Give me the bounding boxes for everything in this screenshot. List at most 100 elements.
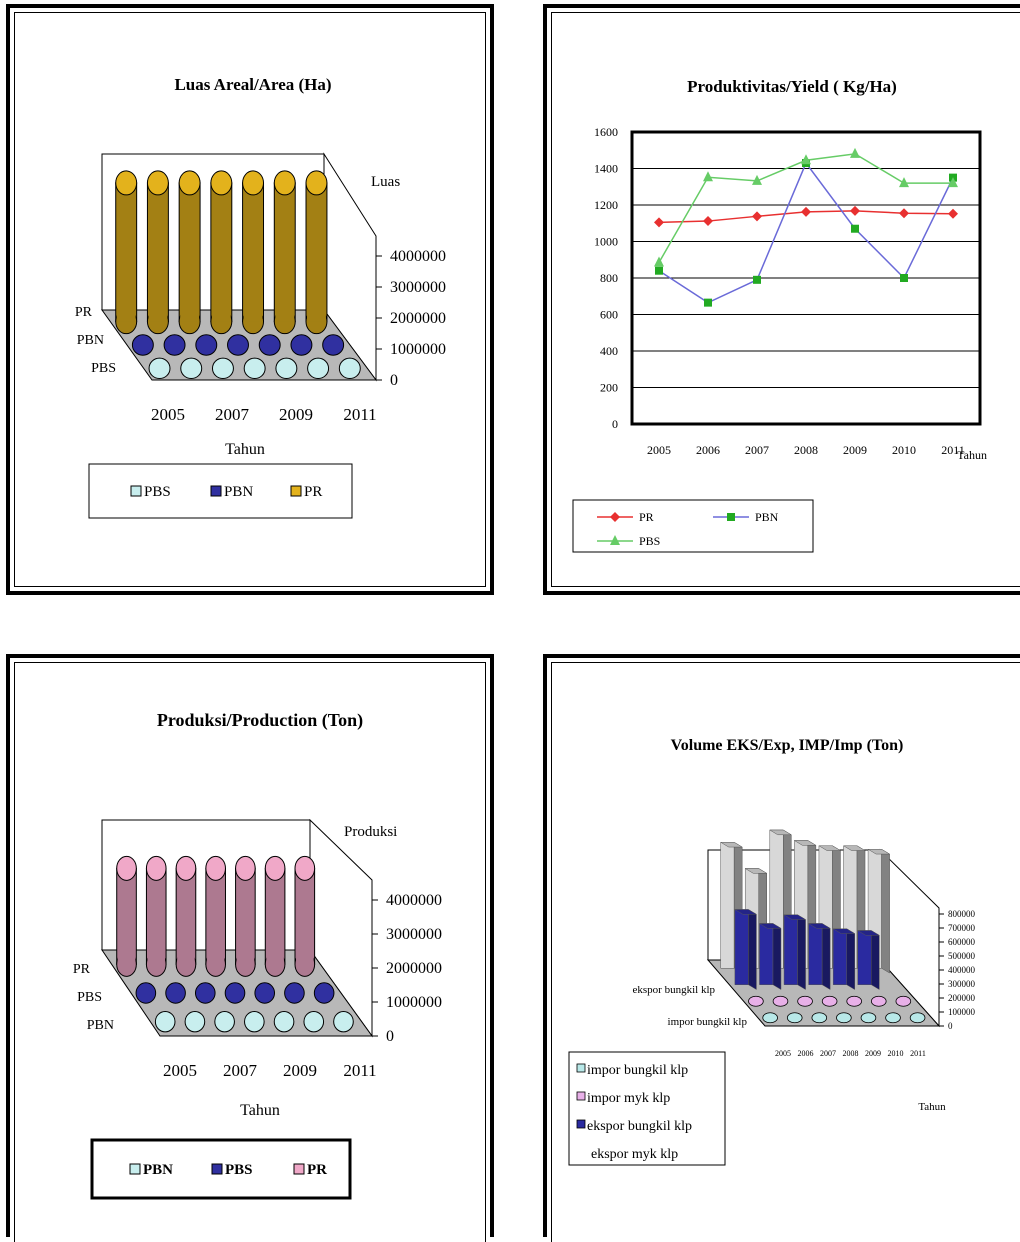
legend-label-ekspor bungkil klp: ekspor bungkil klp — [587, 1119, 692, 1134]
bar-top — [867, 849, 891, 855]
chart-panel-volume: Volume EKS/Exp, IMP/Imp (Ton) 800000 70000… — [543, 654, 1020, 1242]
chart-title: Volume EKS/Exp, IMP/Imp (Ton) — [671, 737, 904, 754]
bar-top — [793, 840, 817, 846]
x-tick-label: 2005 — [163, 1061, 197, 1080]
legend-label-PBS: PBS — [639, 534, 660, 548]
bar-top — [744, 868, 768, 874]
bar-PBN-2006 — [163, 334, 186, 356]
legend-label-ekspor myk klp: ekspor myk klp — [591, 1147, 678, 1162]
bar-top — [807, 923, 832, 929]
x-tick-label: 2007 — [820, 1049, 836, 1058]
y-tick-label: 1000000 — [390, 341, 446, 358]
bar-impor bungkil klp-2010 — [885, 1012, 901, 1024]
depth-label: PBN — [77, 333, 104, 348]
x-tick-label: 2005 — [647, 443, 671, 457]
x-tick-label: 2009 — [279, 405, 313, 424]
y-tick-label: 3000000 — [390, 279, 446, 296]
y-tick-label: 400 — [600, 344, 618, 358]
chart-title: Produksi/Production (Ton) — [157, 710, 363, 731]
volume-chart: Volume EKS/Exp, IMP/Imp (Ton) 800000 70000… — [568, 737, 976, 1166]
y-tick-label: 300000 — [948, 979, 976, 989]
legend-label-PR: PR — [639, 510, 654, 524]
y-tick-label: 800000 — [948, 909, 976, 919]
bar-top-PR-2009 — [242, 170, 265, 196]
bar-PBS-2011 — [313, 982, 335, 1004]
x-tick-label: 2011 — [343, 1061, 376, 1080]
x-tick-label: 2005 — [775, 1049, 791, 1058]
legend-label-PBN: PBN — [755, 510, 779, 524]
bar-top — [719, 842, 744, 848]
y-tick-label: 800 — [600, 271, 618, 285]
y-tick-label: 600 — [600, 308, 618, 322]
chart-title: Produktivitas/Yield ( Kg/Ha) — [687, 77, 897, 96]
bar-impor bungkil klp-2011 — [909, 1012, 926, 1024]
bar-ekspor bungkil klp-2009 — [832, 928, 847, 985]
bar-PBS-2011 — [338, 357, 361, 380]
bar-PBN-2011 — [322, 334, 345, 356]
bar-PBS-2009 — [275, 357, 298, 380]
bar-top — [783, 914, 807, 920]
bar-top-PR-2006 — [146, 170, 169, 196]
x-tick-label: 2011 — [910, 1049, 926, 1058]
bar-fill — [266, 868, 284, 965]
bar-impor myk klp-2006 — [772, 995, 789, 1007]
y-tick-label: 700000 — [948, 923, 976, 933]
bar-top — [856, 930, 881, 936]
bar-side — [797, 914, 806, 990]
bar-fill — [236, 868, 255, 965]
bar-impor bungkil klp-2005 — [762, 1012, 778, 1024]
bar-top-PR-2009 — [235, 855, 256, 881]
yield-chart: Produktivitas/Yield ( Kg/Ha) 0 200 400 600 80… — [572, 77, 987, 553]
bar-top-PR-2011 — [294, 855, 316, 881]
x-tick-label: 2010 — [892, 443, 916, 457]
bar-side — [846, 928, 855, 990]
legend-swatch-PR — [290, 485, 302, 497]
legend-label-impor bungkil klp: impor bungkil klp — [587, 1063, 688, 1078]
bar-fill — [147, 868, 166, 965]
bar-fill — [206, 868, 225, 965]
bar-fill — [148, 182, 168, 322]
point-PBN-2010 — [900, 274, 908, 282]
bar-PBN-2009 — [258, 334, 281, 356]
chart-title: Luas Areal/Area (Ha) — [174, 75, 331, 94]
legend-swatch-impor bungkil klp — [576, 1063, 586, 1073]
bar-PBS-2009 — [254, 982, 276, 1004]
legend-swatch-ekspor bungkil klp — [576, 1119, 586, 1129]
bar-PBS-2006 — [165, 982, 186, 1004]
point-PBS-2005 — [654, 256, 664, 267]
bar-PBN-2009 — [273, 1010, 295, 1033]
y-tick-label: 500000 — [948, 951, 976, 961]
x-tick-label: 2009 — [843, 443, 867, 457]
bar-PBN-2005 — [131, 334, 154, 356]
point-PBS-2008 — [801, 154, 811, 165]
legend-marker-PBN — [727, 513, 735, 521]
y-tick-label: 1000000 — [386, 994, 442, 1011]
legend-label-impor myk klp: impor myk klp — [587, 1091, 670, 1106]
bar-PBN-2007 — [214, 1010, 235, 1033]
bar-impor myk klp-2007 — [797, 995, 813, 1007]
depth-label: PR — [73, 962, 91, 977]
y-tick-label: 1200 — [594, 198, 618, 212]
legend-label-PBS: PBS — [225, 1162, 253, 1178]
y-tick-label: 200 — [600, 381, 618, 395]
x-axis-title: Tahun — [240, 1102, 280, 1119]
legend-label-PR: PR — [307, 1162, 327, 1178]
point-PR-2011 — [948, 208, 958, 219]
legend-box — [572, 499, 814, 553]
x-tick-label: 2011 — [343, 405, 376, 424]
bar-PBN-2010 — [290, 334, 313, 356]
area-chart: Luas Areal/Area (Ha) 4000000 3000000 200000… — [75, 75, 446, 519]
bar-impor myk klp-2011 — [895, 995, 912, 1007]
depth-label: PBS — [91, 361, 116, 376]
x-tick-label: 2005 — [151, 405, 185, 424]
bar-PBS-2006 — [180, 357, 203, 380]
point-PBS-2010 — [899, 177, 909, 188]
bar-fill — [180, 182, 200, 322]
y-tick-label: 3000000 — [386, 926, 442, 943]
legend-swatch-PBS — [130, 485, 142, 497]
y-tick-label: 0 — [612, 417, 618, 431]
depth-label: PR — [75, 305, 93, 320]
bar-fill — [211, 182, 231, 322]
chart-panel-area: Luas Areal/Area (Ha) 4000000 3000000 200000… — [6, 4, 494, 595]
point-PBS-2011 — [948, 177, 958, 188]
